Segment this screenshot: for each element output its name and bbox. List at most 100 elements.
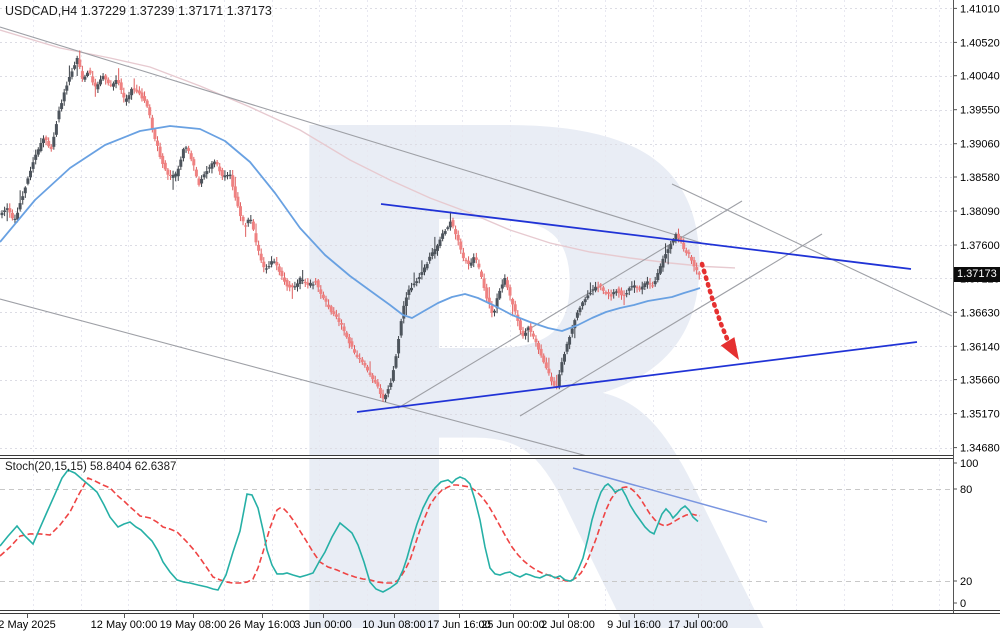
candle-up [179,156,183,170]
candle-down [617,286,621,298]
candle-up [267,261,271,269]
candle-up [124,94,128,106]
candle-down [334,309,338,320]
candle-down [363,360,367,368]
candle-down [106,77,110,86]
stoch-tick-label: 100 [960,458,978,470]
candle-down [599,283,603,291]
candle-down [329,304,333,315]
candle-up [127,91,131,104]
candle-down [137,86,141,96]
candle-up [586,290,590,300]
candle-up [658,263,662,275]
candle-up [23,186,27,198]
candle-up [272,258,276,264]
candle-down [376,379,380,389]
candle-up [425,261,429,271]
candle-up [591,285,595,296]
candle-up [664,243,668,263]
candle-down [456,230,460,246]
candle-down [459,238,463,254]
price-tick-label: 1.38580 [960,172,1000,184]
candle-up [446,225,450,231]
candle-down [355,350,359,359]
candle-up [640,281,644,295]
candle-up [308,279,312,288]
candle-down [482,273,486,291]
candle-down [259,248,263,263]
price-tick-label: 1.34680 [960,443,1000,455]
candle-down [8,203,12,218]
candle-down [163,160,167,171]
candle-up [394,354,398,369]
main-chart-layer [0,26,953,455]
time-axis[interactable]: 2 May 2025 12 May 00:00 19 May 08:00 26 May… [0,613,728,632]
candle-down [350,337,354,349]
candle-down [480,269,483,279]
chart-title-ohlc: USDCAD,H4 1.37229 1.37239 1.37171 1.3717… [5,4,272,18]
candle-up [0,210,4,219]
candle-down [91,71,95,86]
candle-down [324,295,328,307]
candle-up [62,88,66,106]
trendline-gray-descending-right [671,183,953,317]
candle-down [607,289,610,300]
candle-down [648,278,652,289]
candle-down [321,291,325,300]
candle-down [194,166,198,178]
trendline-gray-ascending-left [397,200,743,409]
candle-up [625,289,629,298]
price-tick-label: 1.35660 [960,375,1000,387]
candle-up [397,336,401,358]
candle-down [620,287,623,300]
candle-up [433,236,437,259]
candle-down [285,278,289,291]
candle-down [537,340,540,354]
candle-up [443,229,447,236]
forecast-arrow-head [720,337,739,360]
candle-up [42,135,45,148]
candle-up [200,175,204,187]
candle-down [552,377,556,388]
candle-down [109,80,113,88]
time-tick-label: 26 May 16:00 [229,619,296,631]
candle-up [669,241,673,254]
candle-up [311,281,315,290]
candle-up [293,281,297,290]
candle-up [60,99,64,112]
candle-down [697,271,701,280]
candle-down [601,285,605,295]
candle-up [441,229,445,242]
candle-up [171,170,175,190]
candle-up [21,191,25,205]
candle-down [192,156,196,171]
candle-down [378,384,382,398]
candle-down [93,78,97,97]
candle-up [5,203,9,222]
candle-up [207,164,211,173]
candle-up [83,74,87,82]
candle-up [674,232,678,244]
candle-down [474,252,478,264]
candle-down [197,176,201,187]
candle-down [695,262,699,275]
candle-up [39,137,43,153]
candle-up [656,269,660,283]
candle-up [578,305,582,316]
candle-down [332,307,336,317]
candle-down [288,281,292,292]
candle-up [99,75,102,87]
candle-up [246,217,250,227]
candle-up [448,211,452,231]
candle-up [26,176,30,186]
candle-down [132,78,136,94]
candle-up [301,270,305,285]
candle-up [423,264,426,276]
candle-up [112,81,115,91]
candle-up [563,351,566,365]
candle-up [130,87,134,100]
candle-up [96,81,100,93]
candle-up [228,170,232,180]
candle-down [236,192,240,208]
